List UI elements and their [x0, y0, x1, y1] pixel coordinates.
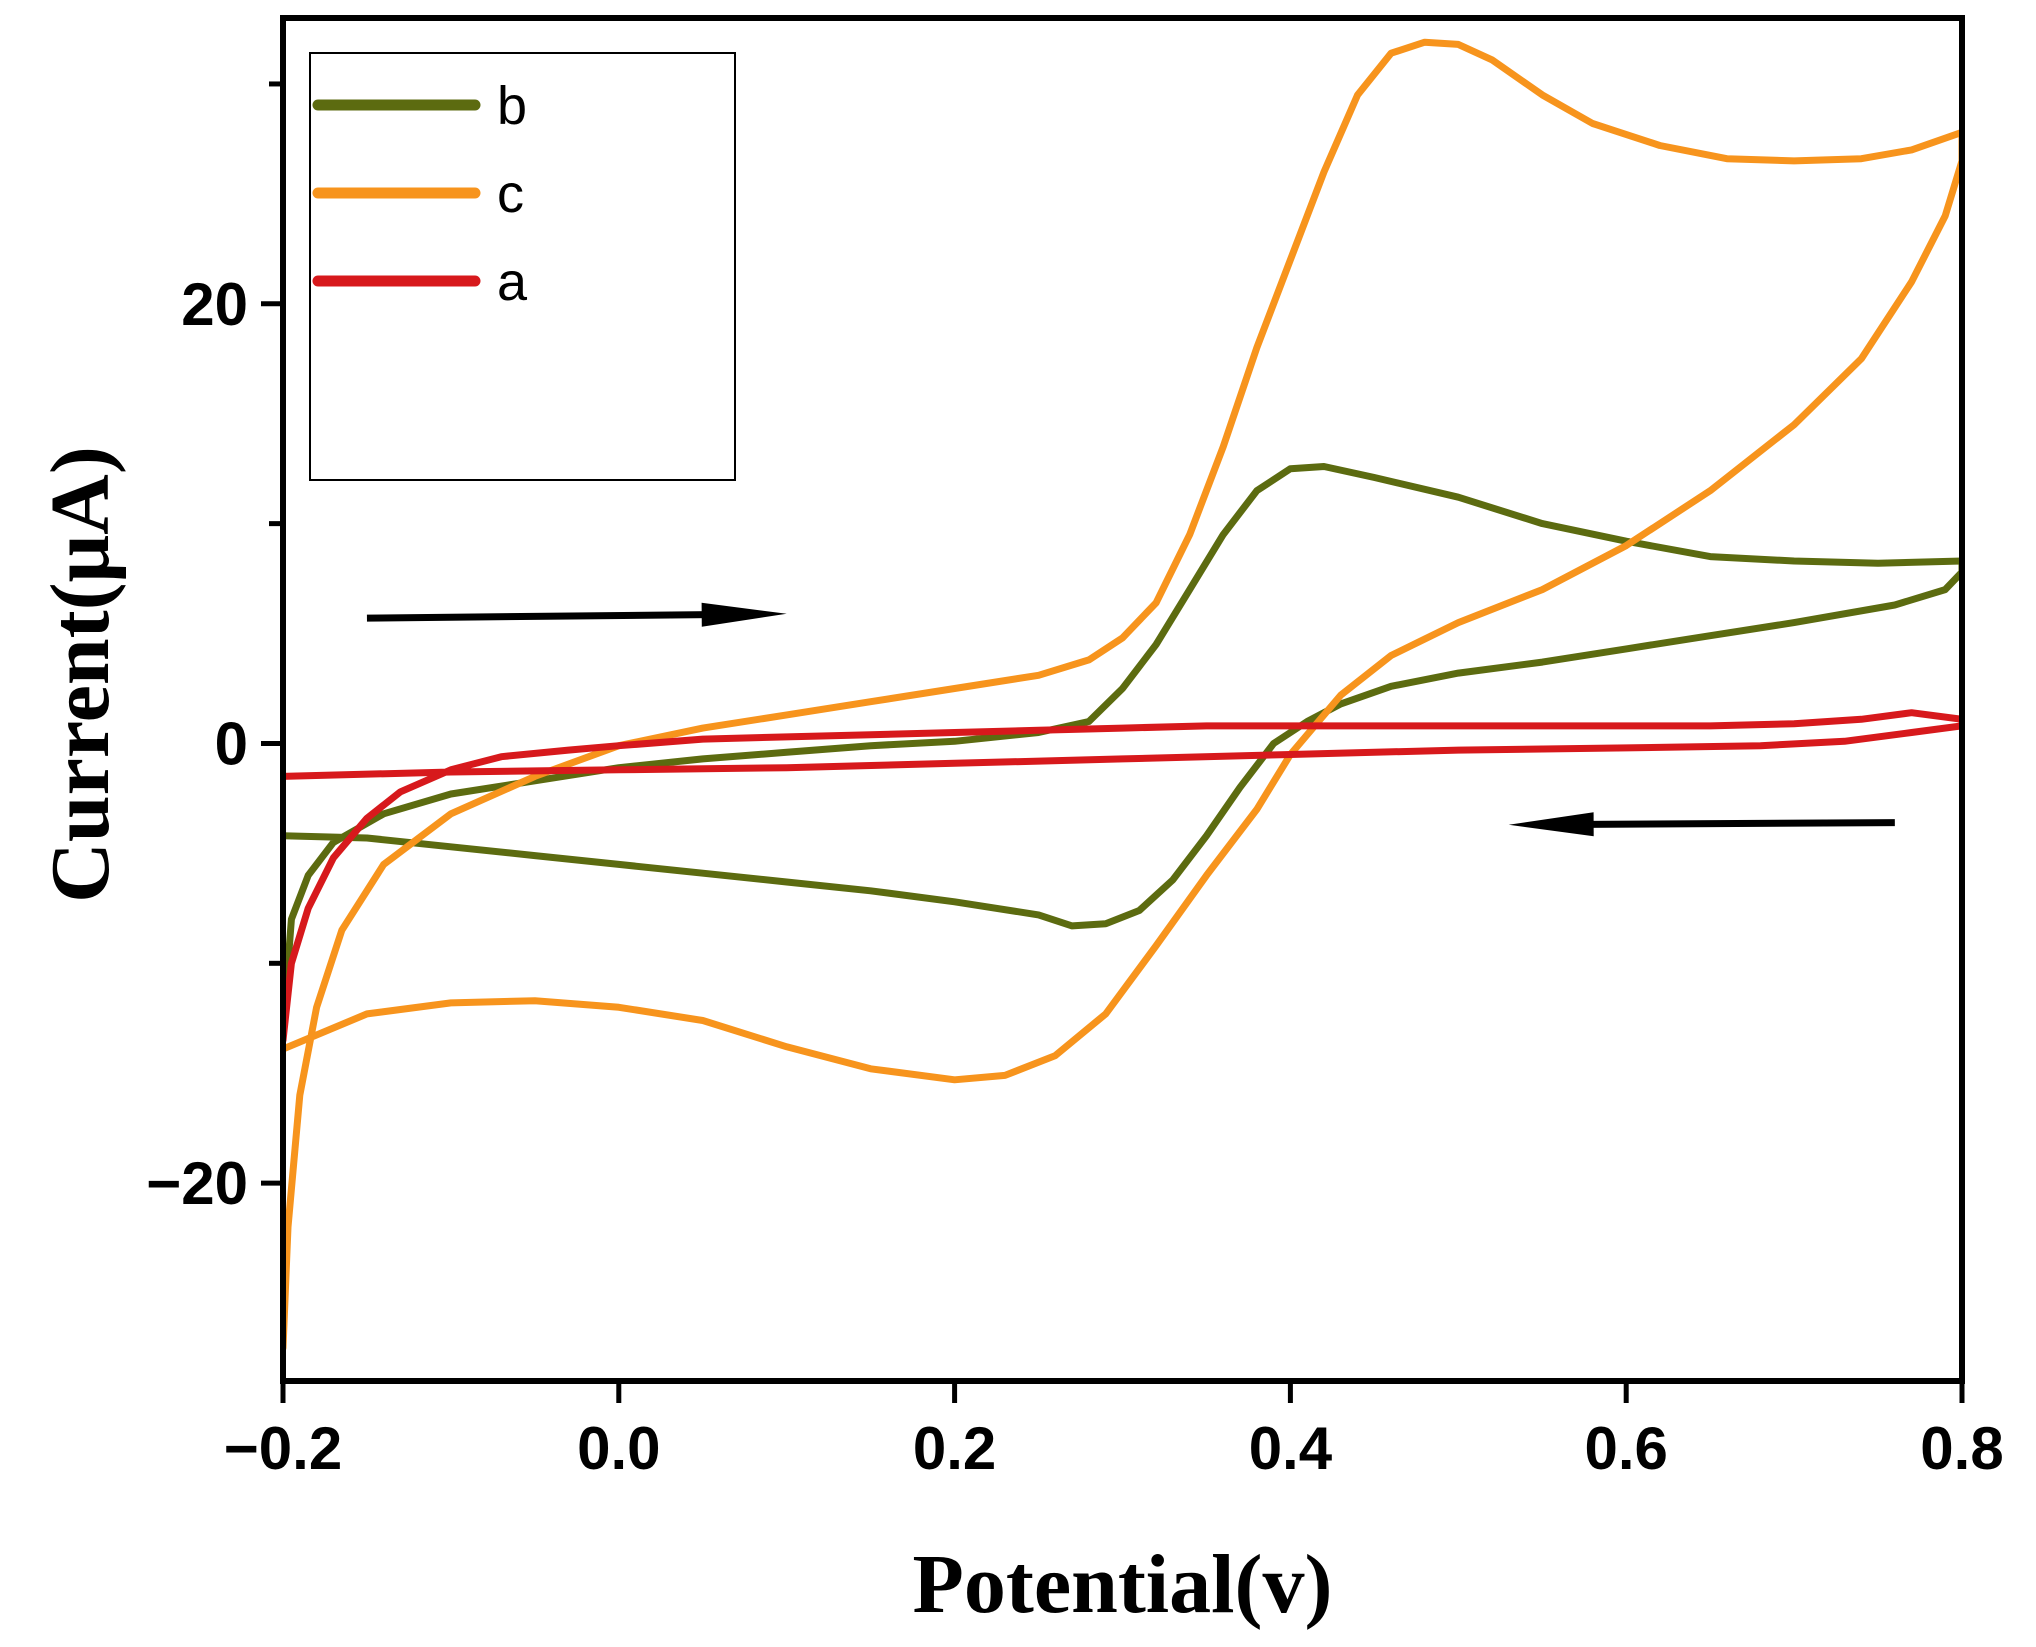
tick-layer: −0.2 0.0 0.2 0.4 0.6 0.8 −20 0 20 [146, 81, 2004, 1482]
scan-direction-arrow-right [366, 611, 707, 622]
x-tick-label: 0.6 [1584, 1415, 1667, 1482]
series-line-a [283, 709, 1962, 1044]
y-axis-title: Current(μA) [34, 446, 127, 903]
legend-label-a: a [497, 252, 528, 312]
plot-frame [280, 15, 1965, 1384]
legend-box [309, 52, 736, 481]
scan-direction-arrow-left [1588, 819, 1895, 828]
legend-label-b: b [497, 76, 527, 136]
y-tick-label: 0 [215, 710, 248, 777]
series-layer [283, 38, 1962, 1352]
scan-direction-arrowhead-left [1508, 812, 1594, 837]
x-tick-label: 0.4 [1249, 1415, 1333, 1482]
x-tick-label: 0.2 [913, 1415, 996, 1482]
y-tick-label: −20 [146, 1150, 248, 1217]
x-tick-label: −0.2 [224, 1415, 342, 1482]
x-axis-title: Potential(v) [913, 1538, 1333, 1631]
x-tick-label: 0.8 [1920, 1415, 2003, 1482]
scan-direction-arrowhead-right [701, 602, 787, 627]
series-line-b [283, 463, 1962, 1033]
y-tick-label: 20 [181, 271, 248, 338]
arrow-layer [366, 602, 1895, 837]
series-line-c [283, 38, 1962, 1352]
legend: bca [309, 52, 736, 481]
x-tick-label: 0.0 [577, 1415, 660, 1482]
legend-label-c: c [497, 164, 524, 224]
